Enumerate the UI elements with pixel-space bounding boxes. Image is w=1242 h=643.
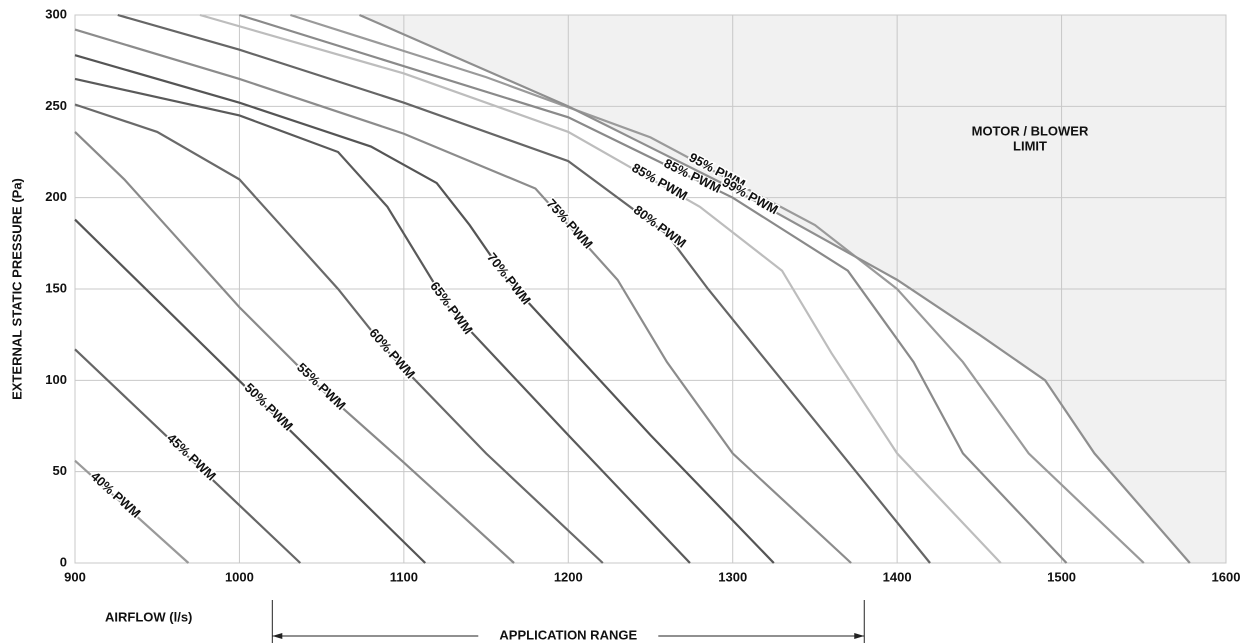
y-tick-label: 250 xyxy=(45,98,67,113)
y-tick-label: 100 xyxy=(45,372,67,387)
curve-label: 45% PWM xyxy=(164,430,219,483)
x-tick-label: 900 xyxy=(64,569,86,584)
x-tick-label: 1000 xyxy=(225,569,254,584)
x-tick-label: 1600 xyxy=(1212,569,1241,584)
arrow-head xyxy=(854,633,865,639)
curve-label: 65% PWM xyxy=(427,279,476,337)
x-tick-label: 1500 xyxy=(1047,569,1076,584)
fan-curve xyxy=(117,13,931,564)
range-label: APPLICATION RANGE xyxy=(499,627,637,642)
curve-label: 50% PWM xyxy=(242,380,296,434)
curve-label: 70% PWM xyxy=(484,250,534,307)
curve-label: 75% PWM xyxy=(544,196,596,252)
curve-label: 60% PWM xyxy=(366,325,418,381)
y-tick-label: 200 xyxy=(45,189,67,204)
fan-curve xyxy=(74,54,775,564)
limit-region xyxy=(359,15,1226,563)
fan-curve xyxy=(74,103,604,564)
y-tick-label: 50 xyxy=(53,463,67,478)
fan-curve xyxy=(74,218,427,564)
x-tick-label: 1100 xyxy=(390,569,418,584)
fan-curve xyxy=(359,13,1191,564)
y-tick-label: 0 xyxy=(60,554,67,569)
arrow-head xyxy=(272,633,283,639)
plot-frame xyxy=(74,14,1227,564)
fan-curve xyxy=(74,459,190,564)
y-axis-label: EXTERNAL STATIC PRESSURE (Pa) xyxy=(9,178,24,400)
x-tick-label: 1200 xyxy=(554,569,583,584)
fan-curve xyxy=(74,28,852,564)
curve-label: 80% PWM xyxy=(631,202,689,251)
fan-curve xyxy=(199,13,1002,564)
curve-label: 55% PWM xyxy=(294,360,349,413)
limit-label: LIMIT xyxy=(1013,138,1047,153)
x-tick-label: 1400 xyxy=(883,569,912,584)
y-tick-label: 300 xyxy=(45,6,67,21)
y-tick-label: 150 xyxy=(45,280,67,295)
fan-curve xyxy=(74,348,302,564)
curve-label: 40% PWM xyxy=(88,469,144,521)
fan-curve xyxy=(74,131,515,564)
range-label-bg xyxy=(478,627,659,643)
fan-curve xyxy=(239,13,1068,564)
limit-label: MOTOR / BLOWER xyxy=(972,123,1089,138)
x-tick-label: 1300 xyxy=(718,569,747,584)
fan-curve xyxy=(74,77,691,564)
x-axis-label: AIRFLOW (l/s) xyxy=(105,609,192,624)
